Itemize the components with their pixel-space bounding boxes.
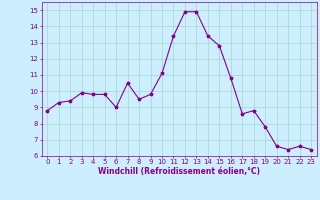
X-axis label: Windchill (Refroidissement éolien,°C): Windchill (Refroidissement éolien,°C): [98, 167, 260, 176]
